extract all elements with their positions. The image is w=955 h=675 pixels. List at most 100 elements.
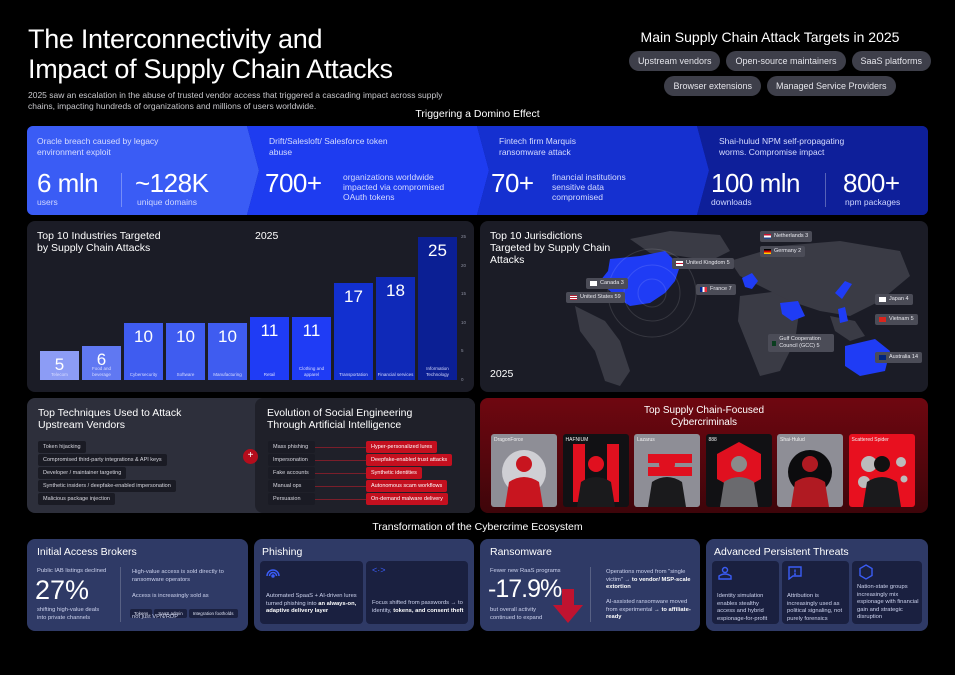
ransomware-text: AI-assisted ransomware moved from experi… [606,599,688,613]
domino-segment-shai-hulud: Shai-hulud NPM self-propagating worms. C… [697,126,928,215]
iab-text: High-value access is sold directly to ra… [132,569,224,583]
phishing-card: <·> Focus shifted from passwords → to id… [366,561,468,624]
technique-item: Developer / maintainer targeting [38,467,127,479]
flag-icon [879,355,886,360]
target-pill: SaaS platforms [851,51,932,71]
bar-value: 6 [96,350,107,369]
criminal-portrait-icon [502,450,546,507]
target-pill: Browser extensions [664,76,761,96]
page-title: The Interconnectivity and Impact of Supp… [28,24,393,84]
card-bold: an always-on, adaptive delivery layer [266,600,357,615]
technique-item: Malicious package injection [38,493,115,505]
bar-value: 11 [260,321,279,340]
cybercriminals-panel: Top Supply Chain-Focused Cybercriminals … [480,398,928,513]
map-title-line: Targeted by Supply Chain [490,242,611,254]
segment-label: Drift/Salesloft/ Salesforce token abuse [269,136,388,157]
crim-title-line: Top Supply Chain-Focused [643,405,765,416]
ransomware-bold: → to affiliate-ready [606,606,691,621]
map-tag-label: Vietnam 5 [889,316,914,322]
bar-value: 25 [428,241,447,260]
ransomware-text: Operations moved from "single victim" → [606,569,686,583]
criminal-name: Scattered Spider [851,437,889,443]
apt-card-text: Nation-state groups increasingly mix esp… [857,584,919,620]
divider [121,173,122,207]
bar-category: Manufacturing [213,371,242,377]
technique-item: Synthetic insiders / deepfake-enabled im… [38,480,176,492]
jurisdictions-map-panel: Top 10 Jurisdictions Targeted by Supply … [480,221,928,392]
stat-caption: financial institutions sensitive data co… [552,172,626,202]
se-from: Fake accounts [268,467,315,479]
map-tag: Gulf Cooperation Council (GCC) 5 [768,334,834,352]
chart-title: Top 10 Industries Targeted by Supply Cha… [37,230,161,254]
y-tick: 0 [461,377,464,382]
bar: 10 Software [166,323,205,380]
bar-category: Financial services [377,371,414,377]
ransomware-caption: but overall activity continued to expand [490,607,543,621]
map-title: Top 10 Jurisdictions Targeted by Supply … [490,230,610,266]
criminal-name: DragonForce [494,437,524,443]
segment-label: Shai-hulud NPM self-propagating worms. C… [719,136,845,157]
criminal-card: Scattered Spider [848,434,915,507]
flag-icon [764,234,771,239]
criminal-portrait-icon [857,456,907,507]
map-tag-label: Japan 4 [889,296,909,302]
criminal-card: 888 [705,434,772,507]
card-text: Automated SpaaS + AI-driven lures turned… [266,593,357,607]
map-tag: Canada 3 [586,278,628,289]
bar-category: Food and beverage [91,366,111,377]
map-tag: Australia 14 [875,352,923,363]
technique-item: Compromised third-party integrations & A… [38,454,167,466]
se-to: Autonomous scam workflows [366,480,448,492]
criminal-card: Lazarus [634,434,700,507]
title-line-1: The Interconnectivity and [28,24,323,54]
map-tag-label: Netherlands 3 [774,233,809,239]
signal-icon [266,569,280,578]
plus-icon: + [243,449,258,464]
bar-value: 11 [302,321,321,340]
chip: Tokens [130,609,153,618]
connector-line [315,486,367,487]
card-bold: tokens, and consent theft [393,607,464,614]
phishing-title: Phishing [262,546,303,558]
se-from: Mass phishing [268,441,315,453]
flag-icon [879,317,886,322]
technique-item: Token hijacking [38,441,86,453]
card-text: Focus shifted from passwords → to identi… [372,600,463,614]
domino-title: Triggering a Domino Effect [415,108,540,120]
phishing-panel: Phishing Automated SpaaS + AI-driven lur… [254,539,474,631]
bar: 10 Manufacturing [208,323,247,380]
iab-title: Initial Access Brokers [37,546,137,558]
divider [120,567,121,622]
bar-value: 10 [176,327,195,346]
bar-category: Software [176,371,195,377]
stat-caption: users [37,197,58,207]
ransomware-title: Ransomware [490,546,552,558]
bar-value: 17 [344,287,363,306]
chip: SaaS admin [154,609,187,618]
stat-value: ~128K [135,168,209,198]
stat-value: 6 mln [37,168,99,198]
bar-value: 18 [386,281,405,300]
iab-text: not just VPN/RDP [132,614,179,620]
apt-card: Identity simulation enables stealthy acc… [712,561,779,624]
stat-caption: organizations worldwide impacted via com… [343,172,445,202]
se-from: Impersonation [268,454,315,466]
social-engineering-title: Evolution of Social Engineering Through … [267,407,412,431]
criminal-name: HAFNIUM [565,437,589,443]
stat-caption: downloads [711,197,752,207]
page-subtitle: 2025 saw an escalation in the abuse of t… [28,90,443,111]
y-tick: 15 [461,291,467,297]
map-tag-label: Gulf Cooperation Council (GCC) 5 [779,336,821,349]
ransomware-panel: Ransomware Fewer new RaaS programs -17.9… [480,539,700,631]
criminal-card: HAFNIUM [562,434,629,507]
iab-stat: 27% [35,575,90,605]
target-pill: Managed Service Providers [766,76,896,96]
stat-caption: unique domains [137,197,198,207]
industries-chart-panel: Top 10 Industries Targeted by Supply Cha… [27,221,474,392]
apt-card-text: Identity simulation enables stealthy acc… [717,593,768,622]
map-title-line: Top 10 Jurisdictions [490,230,583,242]
map-tag: United Kingdom 5 [672,258,734,269]
se-to: Synthetic identities [366,467,422,479]
chart-title-line: Top 10 Industries Targeted [37,230,161,242]
bar: 11 Clothing and apparel [292,317,331,380]
